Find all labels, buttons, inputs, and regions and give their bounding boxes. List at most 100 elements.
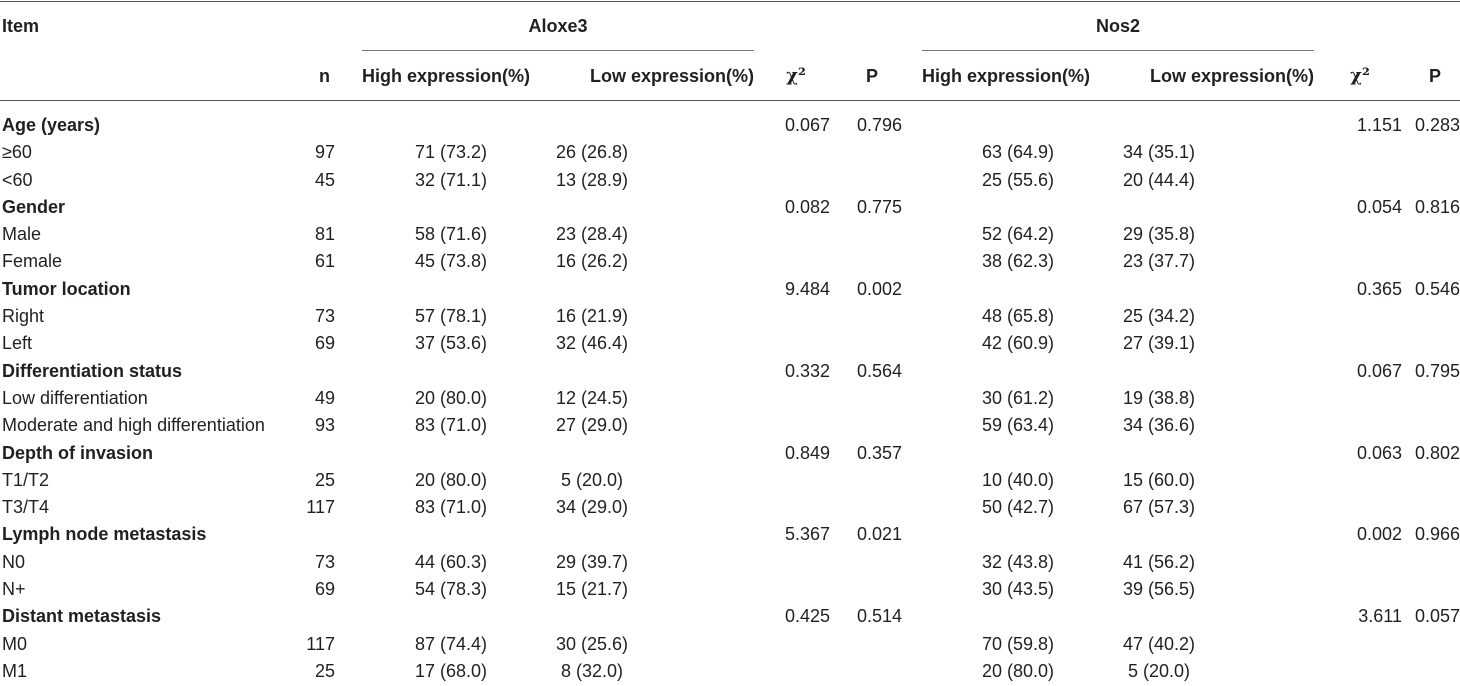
aloxe3-low-value: 16 (26.2) xyxy=(555,251,629,272)
nos2-high-value: 48 (65.8) xyxy=(981,306,1054,327)
aloxe3-p-value: 0.775 xyxy=(856,196,902,217)
table-row: Moderate and high differentiation 93 83 (7… xyxy=(0,412,1460,439)
aloxe3-high-value: 45 (73.8) xyxy=(414,251,487,272)
empty-cell xyxy=(902,276,1054,303)
empty-cell xyxy=(487,440,697,467)
table-row: M1 25 17 (68.0) 8 (32.0) 20 (80.0) 5 (20.0) xyxy=(0,658,1460,685)
nos2-chi-value: 0.365 xyxy=(1356,278,1402,299)
aloxe3-chi-value: 0.082 xyxy=(784,196,830,217)
nos2-p-value: 0.057 xyxy=(1414,606,1460,627)
nos2-low-value: 34 (35.1) xyxy=(1122,142,1196,163)
aloxe3-low-value: 34 (29.0) xyxy=(555,497,629,518)
aloxe3-high-value: 37 (53.6) xyxy=(414,333,487,354)
table-row: T3/T4 117 83 (71.0) 34 (29.0) 50 (42.7) 67 (5… xyxy=(0,494,1460,521)
empty-cell xyxy=(697,385,830,412)
aloxe3-low-value: 15 (21.7) xyxy=(555,579,629,600)
empty-cell xyxy=(487,194,697,221)
aloxe3-high-value: 83 (71.0) xyxy=(414,497,487,518)
empty-cell xyxy=(1402,576,1460,603)
row-label: T1/T2 xyxy=(2,469,50,490)
aloxe3-p-value: 0.564 xyxy=(856,360,902,381)
header-nos2-high: High expression(%) xyxy=(922,66,1091,86)
table-row: Right 73 57 (78.1) 16 (21.9) 48 (65.8) 25 (34… xyxy=(0,303,1460,330)
n-value: 117 xyxy=(306,633,335,654)
empty-cell xyxy=(1402,330,1460,357)
row-label: <60 xyxy=(2,169,33,190)
empty-cell xyxy=(697,221,830,248)
aloxe3-p-value: 0.357 xyxy=(856,442,902,463)
header-n: n xyxy=(319,66,330,86)
nos2-high-value: 32 (43.8) xyxy=(981,551,1054,572)
aloxe3-chi-value: 0.849 xyxy=(784,442,830,463)
nos2-p-value: 0.546 xyxy=(1414,278,1460,299)
empty-cell xyxy=(487,112,697,139)
aloxe3-low-value: 8 (32.0) xyxy=(560,660,624,681)
empty-cell xyxy=(1402,658,1460,685)
nos2-low-value: 19 (38.8) xyxy=(1122,387,1196,408)
row-label: N0 xyxy=(2,551,26,572)
empty-cell xyxy=(1264,549,1402,576)
group-row: Tumor location 9.484 0.002 0.365 0.546 xyxy=(0,276,1460,303)
empty-cell xyxy=(902,440,1054,467)
group-row: Depth of invasion 0.849 0.357 0.063 0.802 xyxy=(0,440,1460,467)
aloxe3-low-value: 5 (20.0) xyxy=(560,469,624,490)
nos2-high-value: 20 (80.0) xyxy=(981,660,1054,681)
empty-cell xyxy=(697,139,830,166)
group-row: Differentiation status 0.332 0.564 0.067 0.7… xyxy=(0,358,1460,385)
aloxe3-chi-value: 9.484 xyxy=(784,278,830,299)
empty-cell xyxy=(697,576,830,603)
aloxe3-low-value: 29 (39.7) xyxy=(555,551,629,572)
aloxe3-low-value: 32 (46.4) xyxy=(555,333,629,354)
empty-cell xyxy=(830,467,902,494)
empty-cell xyxy=(335,276,487,303)
empty-cell xyxy=(1402,139,1460,166)
row-label: Male xyxy=(2,224,42,245)
group-label: Distant metastasis xyxy=(2,606,162,627)
empty-cell xyxy=(830,139,902,166)
n-value: 97 xyxy=(314,142,335,163)
row-label: Moderate and high differentiation xyxy=(2,415,265,436)
empty-cell xyxy=(1264,303,1402,330)
aloxe3-high-value: 83 (71.0) xyxy=(414,415,487,436)
empty-cell xyxy=(830,549,902,576)
empty-cell xyxy=(1402,303,1460,330)
empty-cell xyxy=(335,603,487,630)
header-nos2-low: Low expression(%) xyxy=(1149,66,1314,86)
table-row: T1/T2 25 20 (80.0) 5 (20.0) 10 (40.0) 15 (60.… xyxy=(0,467,1460,494)
empty-cell xyxy=(1264,576,1402,603)
aloxe3-low-value: 23 (28.4) xyxy=(555,224,629,245)
empty-cell xyxy=(697,412,830,439)
empty-cell xyxy=(1264,494,1402,521)
header-item: Item xyxy=(2,16,40,36)
aloxe3-high-value: 20 (80.0) xyxy=(414,387,487,408)
row-label: M1 xyxy=(2,660,28,681)
empty-cell xyxy=(1402,167,1460,194)
aloxe3-high-value: 20 (80.0) xyxy=(414,469,487,490)
aloxe3-high-value: 17 (68.0) xyxy=(414,660,487,681)
nos2-high-value: 42 (60.9) xyxy=(981,333,1054,354)
nos2-chi-value: 0.002 xyxy=(1356,524,1402,545)
empty-cell xyxy=(1054,358,1264,385)
nos2-low-value: 15 (60.0) xyxy=(1122,469,1196,490)
table-body: Age (years) 0.067 0.796 1.151 0.283 ≥60 97 71 (… xyxy=(0,112,1460,685)
empty-cell xyxy=(830,631,902,658)
empty-cell xyxy=(1264,385,1402,412)
nos2-high-value: 10 (40.0) xyxy=(981,469,1054,490)
header-aloxe3-low: Low expression(%) xyxy=(589,66,754,86)
empty-cell xyxy=(697,467,830,494)
n-value: 117 xyxy=(306,497,335,518)
aloxe3-low-value: 12 (24.5) xyxy=(555,387,629,408)
nos2-chi-value: 0.067 xyxy=(1356,360,1402,381)
row-label: N+ xyxy=(2,579,26,600)
aloxe3-high-value: 58 (71.6) xyxy=(414,224,487,245)
group-label: Age (years) xyxy=(2,115,101,135)
aloxe3-high-value: 71 (73.2) xyxy=(414,142,487,163)
nos2-low-value: 5 (20.0) xyxy=(1127,660,1191,681)
empty-cell xyxy=(1264,221,1402,248)
aloxe3-low-value: 16 (21.9) xyxy=(555,306,629,327)
n-value: 69 xyxy=(314,579,335,600)
nos2-high-value: 30 (43.5) xyxy=(981,579,1054,600)
empty-cell xyxy=(1264,467,1402,494)
aloxe3-high-value: 44 (60.3) xyxy=(414,551,487,572)
empty-cell xyxy=(902,194,1054,221)
